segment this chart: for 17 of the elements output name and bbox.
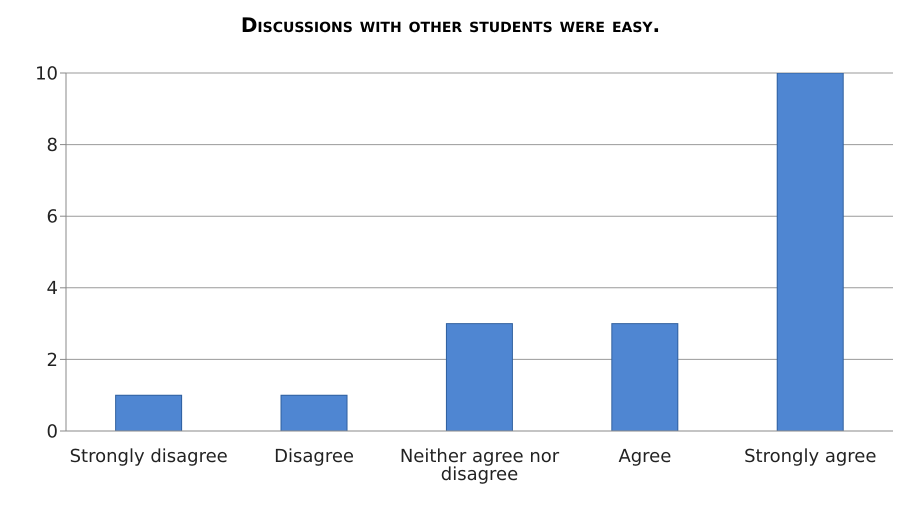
x-tick-label: Strongly agree: [744, 446, 876, 467]
y-tick-label: 10: [35, 63, 58, 84]
bar: [776, 73, 844, 431]
bar: [446, 323, 513, 431]
x-tick-label: Disagree: [274, 446, 354, 467]
bar: [280, 394, 348, 431]
x-tick-label: Strongly disagree: [70, 446, 228, 467]
y-tick-label: 8: [46, 134, 58, 156]
chart-title: Discussions with other students were easy.: [240, 12, 662, 39]
y-tick-label: 4: [46, 278, 58, 300]
x-tick-label: Neither agree nor disagree: [400, 446, 560, 485]
x-tick-label: Agree: [618, 446, 672, 467]
y-tick-label: 2: [46, 350, 58, 371]
y-tick-label: 0: [46, 421, 58, 442]
y-tick-label: 6: [46, 206, 58, 228]
bar: [115, 394, 182, 431]
bar: [611, 323, 678, 431]
